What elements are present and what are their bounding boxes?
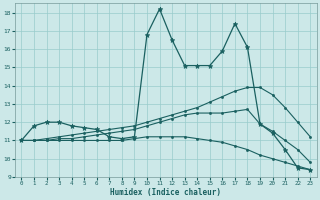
X-axis label: Humidex (Indice chaleur): Humidex (Indice chaleur) <box>110 188 221 197</box>
